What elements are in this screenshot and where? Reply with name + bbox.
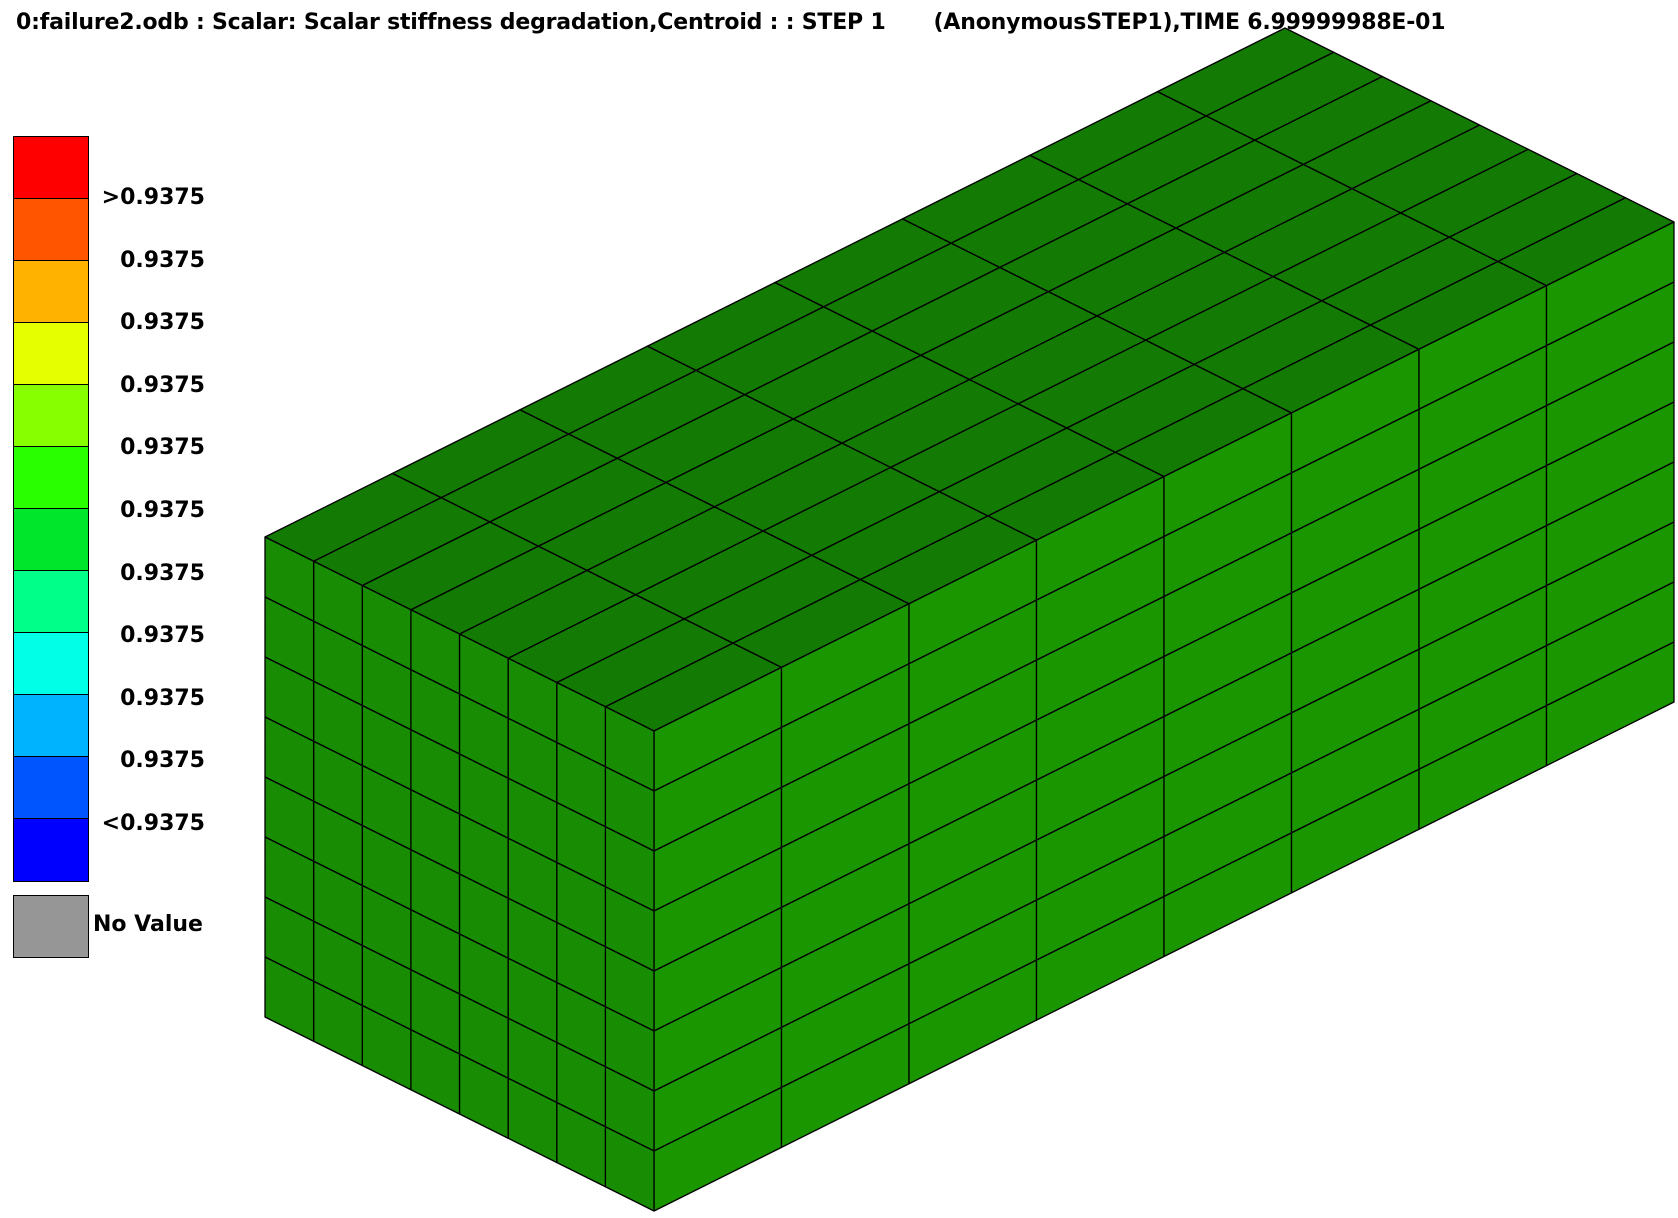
mesh-element-top[interactable] xyxy=(1156,27,1335,117)
legend-swatch xyxy=(14,819,88,881)
result-description: 0:failure2.odb : Scalar: Scalar stiffnes… xyxy=(16,10,886,35)
legend-swatch xyxy=(14,385,88,447)
legend-label: 0.9375 xyxy=(120,435,205,461)
legend-label: 0.9375 xyxy=(120,685,205,711)
legend-label: 0.9375 xyxy=(120,560,205,586)
legend-label: 0.9375 xyxy=(120,247,205,273)
legend-swatch xyxy=(14,323,88,385)
contour-legend: >0.9375 0.9375 0.9375 0.9375 0.9375 0.9375 0.9… xyxy=(13,136,213,966)
mesh-element-side[interactable] xyxy=(1545,641,1675,767)
legend-swatch xyxy=(14,757,88,819)
legend-no-value-swatch xyxy=(13,895,89,958)
legend-color-bar xyxy=(13,136,89,882)
step-time-info: (AnonymousSTEP1),TIME 6.99999988E-01 xyxy=(933,10,1446,35)
legend-label: >0.9375 xyxy=(101,185,205,210)
legend-label: 0.9375 xyxy=(120,372,205,398)
legend-swatch xyxy=(14,261,88,323)
legend-label: 0.9375 xyxy=(120,310,205,336)
legend-label: 0.9375 xyxy=(120,748,205,774)
legend-swatch xyxy=(14,137,88,199)
mesh-element-front[interactable] xyxy=(264,956,315,1042)
legend-label: 0.9375 xyxy=(120,623,205,649)
legend-swatch xyxy=(14,571,88,633)
legend-swatch xyxy=(14,509,88,571)
legend-label: 0.9375 xyxy=(120,498,205,523)
viewport-title: 0:failure2.odb : Scalar: Scalar stiffnes… xyxy=(16,10,1446,35)
legend-swatch xyxy=(14,633,88,695)
legend-label: <0.9375 xyxy=(101,811,205,836)
legend-swatch xyxy=(14,199,88,261)
legend-swatch xyxy=(14,695,88,757)
legend-swatch xyxy=(14,447,88,509)
legend-no-value-label: No Value xyxy=(93,912,203,937)
